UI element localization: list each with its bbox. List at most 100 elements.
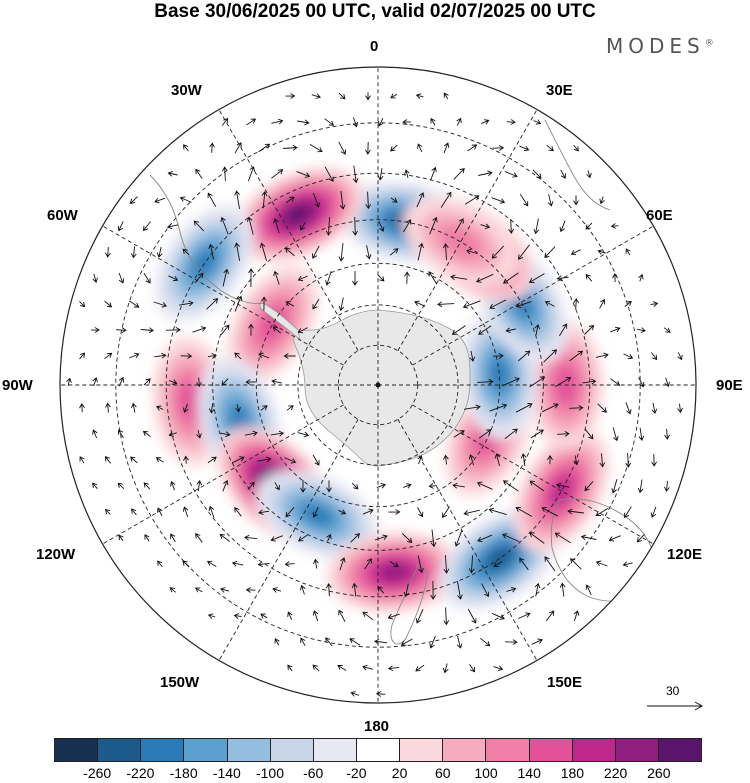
wind-vector-arrow xyxy=(130,456,138,464)
wind-vector-arrow xyxy=(595,508,609,517)
wind-vector-arrow xyxy=(131,508,137,516)
colorbar-tick-label: 100 xyxy=(474,765,498,781)
wind-vector-arrow xyxy=(207,353,217,359)
wind-vector-arrow xyxy=(443,607,450,626)
wind-vector-arrow xyxy=(595,560,608,567)
africa-coast xyxy=(544,119,611,211)
wind-vector-arrow xyxy=(272,587,282,593)
colorbar-swatch xyxy=(400,739,444,761)
wind-vector-arrow xyxy=(476,273,494,283)
wind-vector-arrow xyxy=(324,166,334,183)
wind-vector-arrow xyxy=(573,195,579,206)
wind-vector-arrow xyxy=(530,429,544,439)
wind-vector-arrow xyxy=(257,456,272,463)
wind-vector-arrow xyxy=(193,220,205,232)
wind-vector-arrow xyxy=(118,376,125,387)
colorbar-swatch xyxy=(184,739,228,761)
wind-vector-arrow xyxy=(208,403,215,414)
wind-vector-arrow xyxy=(338,297,345,312)
wind-vector-arrow xyxy=(533,218,540,235)
wind-vector-arrow xyxy=(518,350,531,362)
wind-vector-arrow xyxy=(610,326,621,333)
wind-vector-arrow xyxy=(506,586,517,593)
wind-vector-arrow xyxy=(297,534,308,542)
wind-vector-arrow xyxy=(599,453,606,468)
wind-vector-arrow xyxy=(375,691,386,697)
wind-vector-arrow xyxy=(612,273,618,283)
wind-vector-arrow xyxy=(428,271,438,285)
wind-vector-arrow xyxy=(625,452,632,468)
south-america-coast xyxy=(149,174,263,304)
wind-vector-arrow xyxy=(365,245,372,260)
wind-vector-arrow xyxy=(480,223,491,230)
wind-vector-arrow xyxy=(599,196,605,205)
vector-scale-arrow xyxy=(647,701,704,711)
wind-vector-arrow xyxy=(326,582,332,597)
wind-vector-arrow xyxy=(466,248,478,255)
wind-vector-arrow xyxy=(477,534,493,543)
wind-vector-arrow xyxy=(207,613,216,619)
wind-vector-arrow xyxy=(234,242,241,261)
wind-vector-arrow xyxy=(246,118,257,126)
wind-vector-arrow xyxy=(584,324,595,335)
wind-vector-arrow xyxy=(183,403,189,413)
wind-vector-arrow xyxy=(623,353,634,360)
wind-vector-arrow xyxy=(443,142,450,154)
wind-vector-arrow xyxy=(234,352,242,360)
wind-vector-arrow xyxy=(156,405,164,411)
vector-scale-label: 30 xyxy=(666,684,680,698)
colorbar xyxy=(54,738,702,762)
wind-vector-arrow xyxy=(300,637,306,647)
meridian-line xyxy=(102,404,344,545)
wind-vector-arrow xyxy=(651,402,658,415)
wind-vector-arrow xyxy=(339,557,346,571)
wind-vector-arrow xyxy=(244,430,258,437)
wind-vector-arrow xyxy=(467,608,477,624)
wind-vector-arrow xyxy=(258,143,271,153)
colorbar-swatch xyxy=(443,739,487,761)
wind-vector-arrow xyxy=(453,430,465,438)
wind-vector-arrow xyxy=(437,301,455,308)
wind-vector-arrow xyxy=(493,665,504,672)
wind-vector-arrow xyxy=(415,93,424,99)
wind-vector-arrow xyxy=(351,582,358,597)
wind-vector-arrow xyxy=(518,612,531,619)
wind-vector-arrow xyxy=(388,509,401,515)
latitude-circle xyxy=(165,172,591,598)
longitude-label-30w: 30W xyxy=(171,82,202,99)
wind-vector-arrow xyxy=(650,352,658,361)
wind-vector-arrow xyxy=(274,638,280,646)
wind-vector-arrow xyxy=(261,296,267,311)
wind-vector-arrow xyxy=(270,430,285,437)
wind-vector-arrow xyxy=(182,506,189,518)
wind-vector-arrow xyxy=(636,533,645,543)
wind-vector-arrow xyxy=(309,144,323,153)
wind-vector-arrow xyxy=(559,220,566,233)
wind-vector-arrow xyxy=(559,323,568,337)
positive-anomaly-contour xyxy=(437,224,484,260)
wind-vector-arrow xyxy=(450,274,468,281)
wind-vector-arrow xyxy=(156,246,163,258)
wind-vector-arrow xyxy=(567,508,584,515)
wind-vector-arrow xyxy=(469,664,475,673)
wind-vector-arrow xyxy=(442,243,449,261)
wind-vector-arrow xyxy=(637,479,644,494)
wind-vector-arrow xyxy=(338,509,347,515)
wind-vector-arrow xyxy=(469,350,476,362)
wind-vector-arrow xyxy=(608,535,621,542)
wind-vector-arrow xyxy=(389,561,399,568)
wind-vector-arrow xyxy=(105,508,111,515)
wind-vector-arrow xyxy=(528,273,545,283)
wind-vector-arrow xyxy=(519,557,529,571)
wind-vector-arrow xyxy=(428,483,437,489)
wind-vector-arrow xyxy=(196,377,202,388)
wind-vector-arrow xyxy=(456,635,463,649)
longitude-label-60w: 60W xyxy=(47,207,78,224)
wind-vector-arrow xyxy=(611,479,618,494)
wind-vector-arrow xyxy=(285,196,295,204)
wind-vector-arrow xyxy=(636,327,646,333)
wind-vector-arrow xyxy=(338,141,347,155)
longitude-label-120e: 120E xyxy=(667,546,703,563)
wind-vector-arrow xyxy=(284,561,295,567)
